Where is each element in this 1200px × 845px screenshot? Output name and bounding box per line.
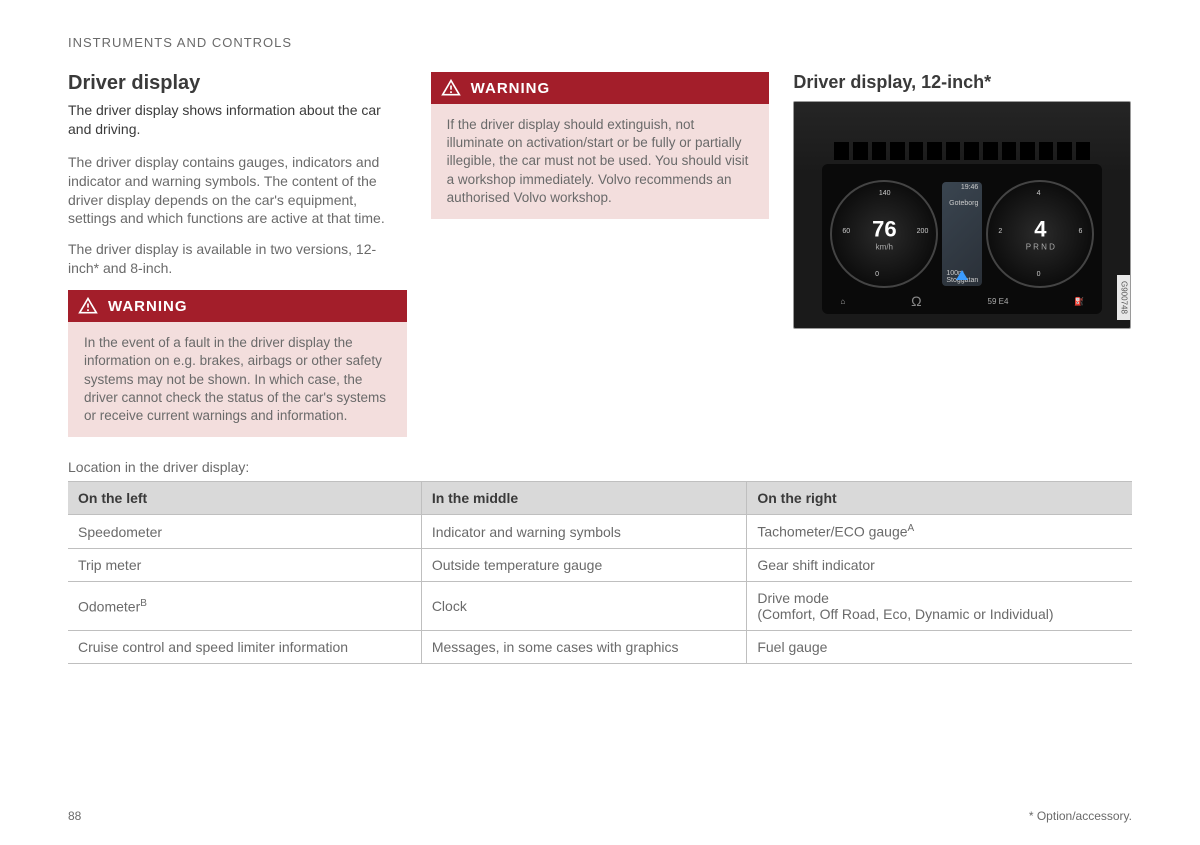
warning-box-2: WARNING If the driver display should ext…	[431, 72, 770, 219]
gear-value: 4	[1026, 217, 1055, 243]
warning-box-1: WARNING In the event of a fault in the d…	[68, 290, 407, 437]
table-cell: Outside temperature gauge	[421, 548, 747, 581]
warning-header: WARNING	[431, 72, 770, 104]
speed-readout: 76 km/h	[872, 217, 896, 252]
dashboard-vents	[834, 142, 1090, 160]
location-table: On the left In the middle On the right S…	[68, 481, 1132, 664]
location-table-section: Location in the driver display: On the l…	[68, 459, 1132, 664]
page-footer: 88 * Option/accessory.	[68, 809, 1132, 823]
figure-title: Driver display, 12-inch*	[793, 72, 1132, 93]
fuel-icon: ⛽	[1074, 297, 1084, 306]
body-paragraph-2: The driver display is available in two v…	[68, 240, 407, 278]
warning-title: WARNING	[471, 80, 551, 97]
column-left: Driver display The driver display shows …	[68, 72, 407, 437]
instrument-cluster: 140 60 200 0 76 km/h 4 2 6 0	[822, 164, 1102, 314]
column-right: Driver display, 12-inch* 140 60 200 0 76…	[793, 72, 1132, 437]
body-paragraph-1: The driver display contains gauges, indi…	[68, 153, 407, 229]
map-city: Goteborg	[949, 200, 978, 207]
th-right: On the right	[747, 482, 1132, 515]
section-header: INSTRUMENTS AND CONTROLS	[68, 35, 1132, 50]
table-body: SpeedometerIndicator and warning symbols…	[68, 515, 1132, 664]
three-column-layout: Driver display The driver display shows …	[68, 72, 1132, 437]
table-cell: OdometerB	[68, 581, 421, 630]
table-cell: Trip meter	[68, 548, 421, 581]
page-title: Driver display	[68, 72, 407, 95]
speed-unit: km/h	[872, 243, 896, 252]
table-header-row: On the left In the middle On the right	[68, 482, 1132, 515]
warning-body-text: In the event of a fault in the driver di…	[68, 322, 407, 437]
table-cell: Gear shift indicator	[747, 548, 1132, 581]
warning-triangle-icon	[441, 78, 461, 98]
warning-header: WARNING	[68, 290, 407, 322]
page-number: 88	[68, 809, 81, 823]
th-middle: In the middle	[421, 482, 747, 515]
table-cell: Cruise control and speed limiter informa…	[68, 630, 421, 663]
table-cell: Fuel gauge	[747, 630, 1132, 663]
table-cell: Clock	[421, 581, 747, 630]
footnote: * Option/accessory.	[1029, 809, 1132, 823]
table-cell: Indicator and warning symbols	[421, 515, 747, 549]
table-row: OdometerBClockDrive mode(Comfort, Off Ro…	[68, 581, 1132, 630]
navigation-map: 19:46 Goteborg 100m Stoggatan	[942, 182, 982, 286]
table-row: Trip meterOutside temperature gaugeGear …	[68, 548, 1132, 581]
speedometer-gauge: 140 60 200 0 76 km/h	[830, 180, 938, 288]
table-caption: Location in the driver display:	[68, 459, 1132, 475]
speed-value: 76	[872, 217, 896, 243]
tachometer-gauge: 4 2 6 0 4 P R N D	[986, 180, 1094, 288]
gear-labels: P R N D	[1026, 243, 1055, 252]
map-arrow-icon	[956, 270, 968, 280]
table-cell: Tachometer/ECO gaugeA	[747, 515, 1132, 549]
omega-icon: Ω	[911, 293, 921, 309]
driver-display-illustration: 140 60 200 0 76 km/h 4 2 6 0	[793, 101, 1131, 329]
th-left: On the left	[68, 482, 421, 515]
warning-title: WARNING	[108, 298, 188, 315]
map-clock: 19:46	[961, 184, 979, 191]
warning-body-text: If the driver display should extinguish,…	[431, 104, 770, 219]
table-cell: Speedometer	[68, 515, 421, 549]
image-reference-code: G900748	[1117, 275, 1130, 320]
table-row: SpeedometerIndicator and warning symbols…	[68, 515, 1132, 549]
table-row: Cruise control and speed limiter informa…	[68, 630, 1132, 663]
odo-icon: ⌂	[840, 297, 845, 306]
intro-subtitle: The driver display shows information abo…	[68, 101, 407, 139]
table-cell: Messages, in some cases with graphics	[421, 630, 747, 663]
table-cell: Drive mode(Comfort, Off Road, Eco, Dynam…	[747, 581, 1132, 630]
route-label: 59 E4	[988, 297, 1009, 306]
warning-triangle-icon	[78, 296, 98, 316]
cluster-bottom-bar: ⌂ Ω 59 E4 ⛽	[840, 292, 1084, 310]
column-middle: WARNING If the driver display should ext…	[431, 72, 770, 437]
gear-readout: 4 P R N D	[1026, 217, 1055, 252]
